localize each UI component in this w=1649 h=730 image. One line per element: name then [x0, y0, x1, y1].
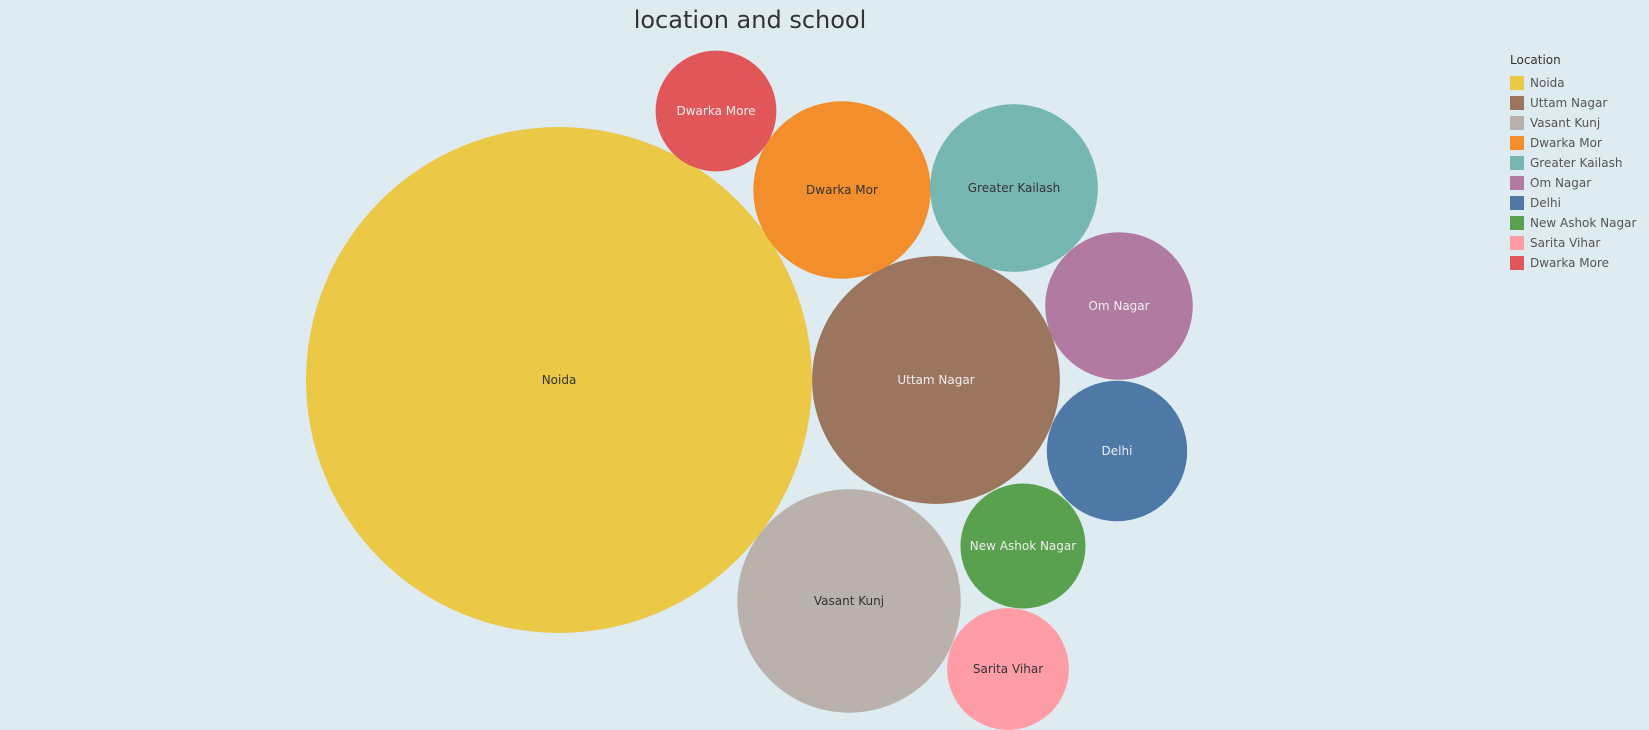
bubble-circle-dwarka-mor[interactable] [753, 101, 931, 279]
bubble-label-noida: Noida [542, 373, 577, 387]
legend-swatch [1510, 176, 1524, 190]
bubble-circle-greater-kailash[interactable] [930, 104, 1098, 272]
legend: Location Noida Uttam Nagar Vasant Kunj Dwar… [1510, 53, 1636, 273]
legend-swatch [1510, 76, 1524, 90]
bubble-noida[interactable]: Noida [306, 127, 812, 633]
legend-label: Sarita Vihar [1530, 236, 1601, 250]
bubble-label-vasant-kunj: Vasant Kunj [814, 594, 884, 608]
legend-label: Vasant Kunj [1530, 116, 1601, 130]
legend-swatch [1510, 216, 1524, 230]
bubble-label-dwarka-more: Dwarka More [677, 104, 756, 118]
bubble-label-om-nagar: Om Nagar [1088, 299, 1149, 313]
bubble-greater-kailash[interactable]: Greater Kailash [930, 104, 1098, 272]
legend-label: Delhi [1530, 196, 1561, 210]
legend-item-delhi[interactable]: Delhi [1510, 193, 1636, 213]
legend-item-sarita-vihar[interactable]: Sarita Vihar [1510, 233, 1636, 253]
legend-item-noida[interactable]: Noida [1510, 73, 1636, 93]
legend-label: Om Nagar [1530, 176, 1592, 190]
legend-swatch [1510, 116, 1524, 130]
bubble-circle-new-ashok-nagar[interactable] [960, 483, 1086, 609]
bubble-om-nagar[interactable]: Om Nagar [1045, 232, 1193, 380]
legend-swatch [1510, 96, 1524, 110]
bubble-label-dwarka-mor: Dwarka Mor [806, 183, 878, 197]
bubble-dwarka-mor[interactable]: Dwarka Mor [753, 101, 931, 279]
bubble-circle-delhi[interactable] [1046, 380, 1188, 522]
bubble-label-delhi: Delhi [1102, 444, 1133, 458]
legend-item-dwarka-more[interactable]: Dwarka More [1510, 253, 1636, 273]
legend-item-vasant-kunj[interactable]: Vasant Kunj [1510, 113, 1636, 133]
bubble-label-sarita-vihar: Sarita Vihar [973, 662, 1043, 676]
legend-item-om-nagar[interactable]: Om Nagar [1510, 173, 1636, 193]
bubble-circle-uttam-nagar[interactable] [812, 256, 1060, 504]
legend-swatch [1510, 256, 1524, 270]
bubble-vasant-kunj[interactable]: Vasant Kunj [737, 489, 961, 713]
legend-label: Uttam Nagar [1530, 96, 1608, 110]
bubble-circle-om-nagar[interactable] [1045, 232, 1193, 380]
legend-item-greater-kailash[interactable]: Greater Kailash [1510, 153, 1636, 173]
legend-label: New Ashok Nagar [1530, 216, 1637, 230]
legend-item-new-ashok-nagar[interactable]: New Ashok Nagar [1510, 213, 1636, 233]
legend-swatch [1510, 196, 1524, 210]
legend-label: Noida [1530, 76, 1565, 90]
legend-swatch [1510, 236, 1524, 250]
legend-item-dwarka-mor[interactable]: Dwarka Mor [1510, 133, 1636, 153]
bubble-new-ashok-nagar[interactable]: New Ashok Nagar [960, 483, 1086, 609]
bubble-label-new-ashok-nagar: New Ashok Nagar [970, 539, 1076, 553]
bubble-label-greater-kailash: Greater Kailash [968, 181, 1060, 195]
legend-label: Greater Kailash [1530, 156, 1623, 170]
legend-title: Location [1510, 53, 1561, 67]
bubble-circle-noida[interactable] [306, 127, 812, 633]
legend-label: Dwarka Mor [1530, 136, 1602, 150]
legend-swatch [1510, 136, 1524, 150]
bubble-circle-dwarka-more[interactable] [655, 50, 777, 172]
chart-title: location and school [633, 6, 867, 34]
bubble-dwarka-more[interactable]: Dwarka More [655, 50, 777, 172]
legend-label: Dwarka More [1530, 256, 1609, 270]
legend-swatch [1510, 156, 1524, 170]
bubble-delhi[interactable]: Delhi [1046, 380, 1188, 522]
legend-items: Noida Uttam Nagar Vasant Kunj Dwarka Mor Gre… [1510, 73, 1636, 273]
bubble-sarita-vihar[interactable]: Sarita Vihar [947, 608, 1069, 730]
bubble-circle-vasant-kunj[interactable] [737, 489, 961, 713]
bubble-circle-sarita-vihar[interactable] [947, 608, 1069, 730]
bubble-label-uttam-nagar: Uttam Nagar [897, 373, 974, 387]
bubble-uttam-nagar[interactable]: Uttam Nagar [812, 256, 1060, 504]
legend-item-uttam-nagar[interactable]: Uttam Nagar [1510, 93, 1636, 113]
